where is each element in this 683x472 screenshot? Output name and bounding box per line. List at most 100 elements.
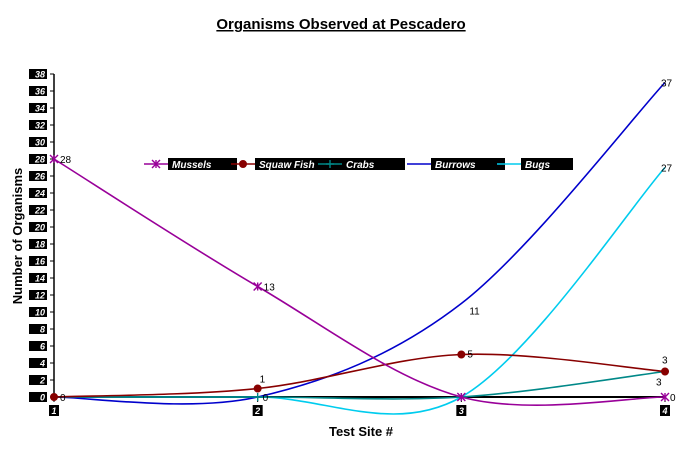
legend-mussels-point xyxy=(151,159,161,169)
data-label-crabs: 3 xyxy=(656,378,662,389)
x-tick-label-bg xyxy=(660,405,670,416)
data-label-bugs: 27 xyxy=(661,164,673,175)
x-tick-label: 1 xyxy=(51,406,56,416)
y-tick-label-bg xyxy=(29,171,47,181)
legend-item-crabs: Crabs xyxy=(318,158,405,171)
y-tick-label: 10 xyxy=(35,308,45,318)
y-tick-label: 6 xyxy=(40,342,46,352)
series-line-bugs xyxy=(54,166,666,415)
y-tick-label: 2 xyxy=(39,376,45,386)
y-tick-label: 8 xyxy=(40,325,45,335)
y-tick-label-bg xyxy=(29,290,47,300)
legend-label-burrows: Burrows xyxy=(435,160,476,171)
y-tick-label-bg xyxy=(29,392,47,402)
data-label-squaw-fish: 3 xyxy=(662,356,668,367)
data-label-burrows: 37 xyxy=(661,79,673,90)
y-tick-label-bg xyxy=(29,69,47,79)
legend-label-bg-burrows xyxy=(431,158,505,170)
crabs-point xyxy=(253,393,262,401)
y-tick-label: 18 xyxy=(35,240,45,250)
data-label-mussels: 13 xyxy=(264,283,276,294)
legend-item-burrows: Burrows xyxy=(407,158,505,171)
series-lines xyxy=(49,81,670,415)
x-axis-title: Test Site # xyxy=(329,424,394,439)
y-tick-label: 20 xyxy=(34,223,45,233)
series-line-crabs xyxy=(54,370,666,400)
y-tick-label: 16 xyxy=(35,257,46,267)
legend-label-bugs: Bugs xyxy=(525,160,550,171)
squaw-fish-point xyxy=(50,393,58,401)
legend-label-mussels: Mussels xyxy=(172,160,212,171)
y-tick-label-bg xyxy=(29,137,47,147)
squaw-fish-point xyxy=(457,350,466,359)
y-tick-label: 0 xyxy=(40,393,45,403)
data-label-burrows: 11 xyxy=(469,307,480,318)
y-tick-label-bg xyxy=(29,188,47,198)
y-tick-label: 12 xyxy=(35,291,45,301)
y-tick-label-bg xyxy=(29,120,47,130)
x-tick-label: 3 xyxy=(459,406,464,416)
y-tick-label-bg xyxy=(29,358,47,368)
y-tick-label-bg xyxy=(29,86,47,96)
y-tick-label: 14 xyxy=(35,274,45,284)
data-label-squaw-fish: 0 xyxy=(60,393,66,404)
x-tick-label: 2 xyxy=(254,406,260,416)
legend-label-bg-crabs xyxy=(342,158,405,170)
y-axis-title: Number of Organisms xyxy=(10,168,25,305)
series-line-burrows xyxy=(53,81,666,405)
legend-label-squaw-fish: Squaw Fish xyxy=(259,160,315,171)
mussels-point xyxy=(253,282,263,291)
legend-crabs-point xyxy=(326,160,334,168)
data-label-mussels: 0 xyxy=(670,393,676,404)
y-tick-label-bg xyxy=(29,154,47,164)
y-tick-label-bg xyxy=(29,222,47,232)
legend-item-mussels: Mussels xyxy=(144,158,237,171)
legend: Mussels Squaw Fish Crabs Burrows Bugs xyxy=(144,158,573,171)
y-tick-label: 36 xyxy=(35,87,46,97)
y-tick-label: 30 xyxy=(35,138,45,148)
legend-label-crabs: Crabs xyxy=(346,160,375,171)
data-label-mussels: 28 xyxy=(60,155,72,166)
x-tick-label: 4 xyxy=(661,406,667,416)
series-line-mussels xyxy=(53,158,666,406)
y-tick-label: 4 xyxy=(39,359,45,369)
y-tick-label: 24 xyxy=(34,189,45,199)
legend-squaw-fish-point xyxy=(239,160,247,168)
legend-label-bg-bugs xyxy=(521,158,573,170)
y-tick-label-bg xyxy=(29,103,47,113)
y-tick-label-bg xyxy=(29,324,47,334)
legend-item-bugs: Bugs xyxy=(497,158,573,171)
y-tick-label-bg xyxy=(29,256,47,266)
data-label-crabs: 0 xyxy=(263,393,269,404)
x-tick-label-bg xyxy=(456,405,467,416)
legend-label-bg-squaw-fish xyxy=(255,158,342,170)
y-tick-label: 22 xyxy=(34,206,45,216)
mussels-point xyxy=(456,392,466,402)
squaw-fish-point xyxy=(253,384,262,393)
x-tick-label-bg xyxy=(252,405,263,416)
y-tick-label-bg xyxy=(29,205,47,215)
squaw-fish-point xyxy=(661,367,669,376)
y-tick-label-bg xyxy=(29,341,47,351)
data-label-squaw-fish: 1 xyxy=(260,375,266,386)
x-tick-label-bg xyxy=(49,405,59,416)
series-line-squaw-fish xyxy=(53,353,666,398)
y-tick-label: 28 xyxy=(34,155,45,165)
chart-title: Organisms Observed at Pescadero xyxy=(216,16,465,33)
y-tick-label: 38 xyxy=(35,70,45,80)
legend-item-squaw-fish: Squaw Fish xyxy=(231,158,342,171)
legend-label-bg-mussels xyxy=(168,158,237,170)
mussels-point xyxy=(49,154,59,164)
y-tick-label-bg xyxy=(29,273,47,283)
data-label-squaw-fish: 5 xyxy=(467,350,473,361)
y-tick-label-bg xyxy=(29,375,47,385)
y-tick-label: 26 xyxy=(34,172,46,182)
y-tick-label-bg xyxy=(29,307,47,317)
y-tick-label: 32 xyxy=(35,121,45,131)
mussels-point xyxy=(660,392,670,402)
y-tick-label: 34 xyxy=(35,104,45,114)
